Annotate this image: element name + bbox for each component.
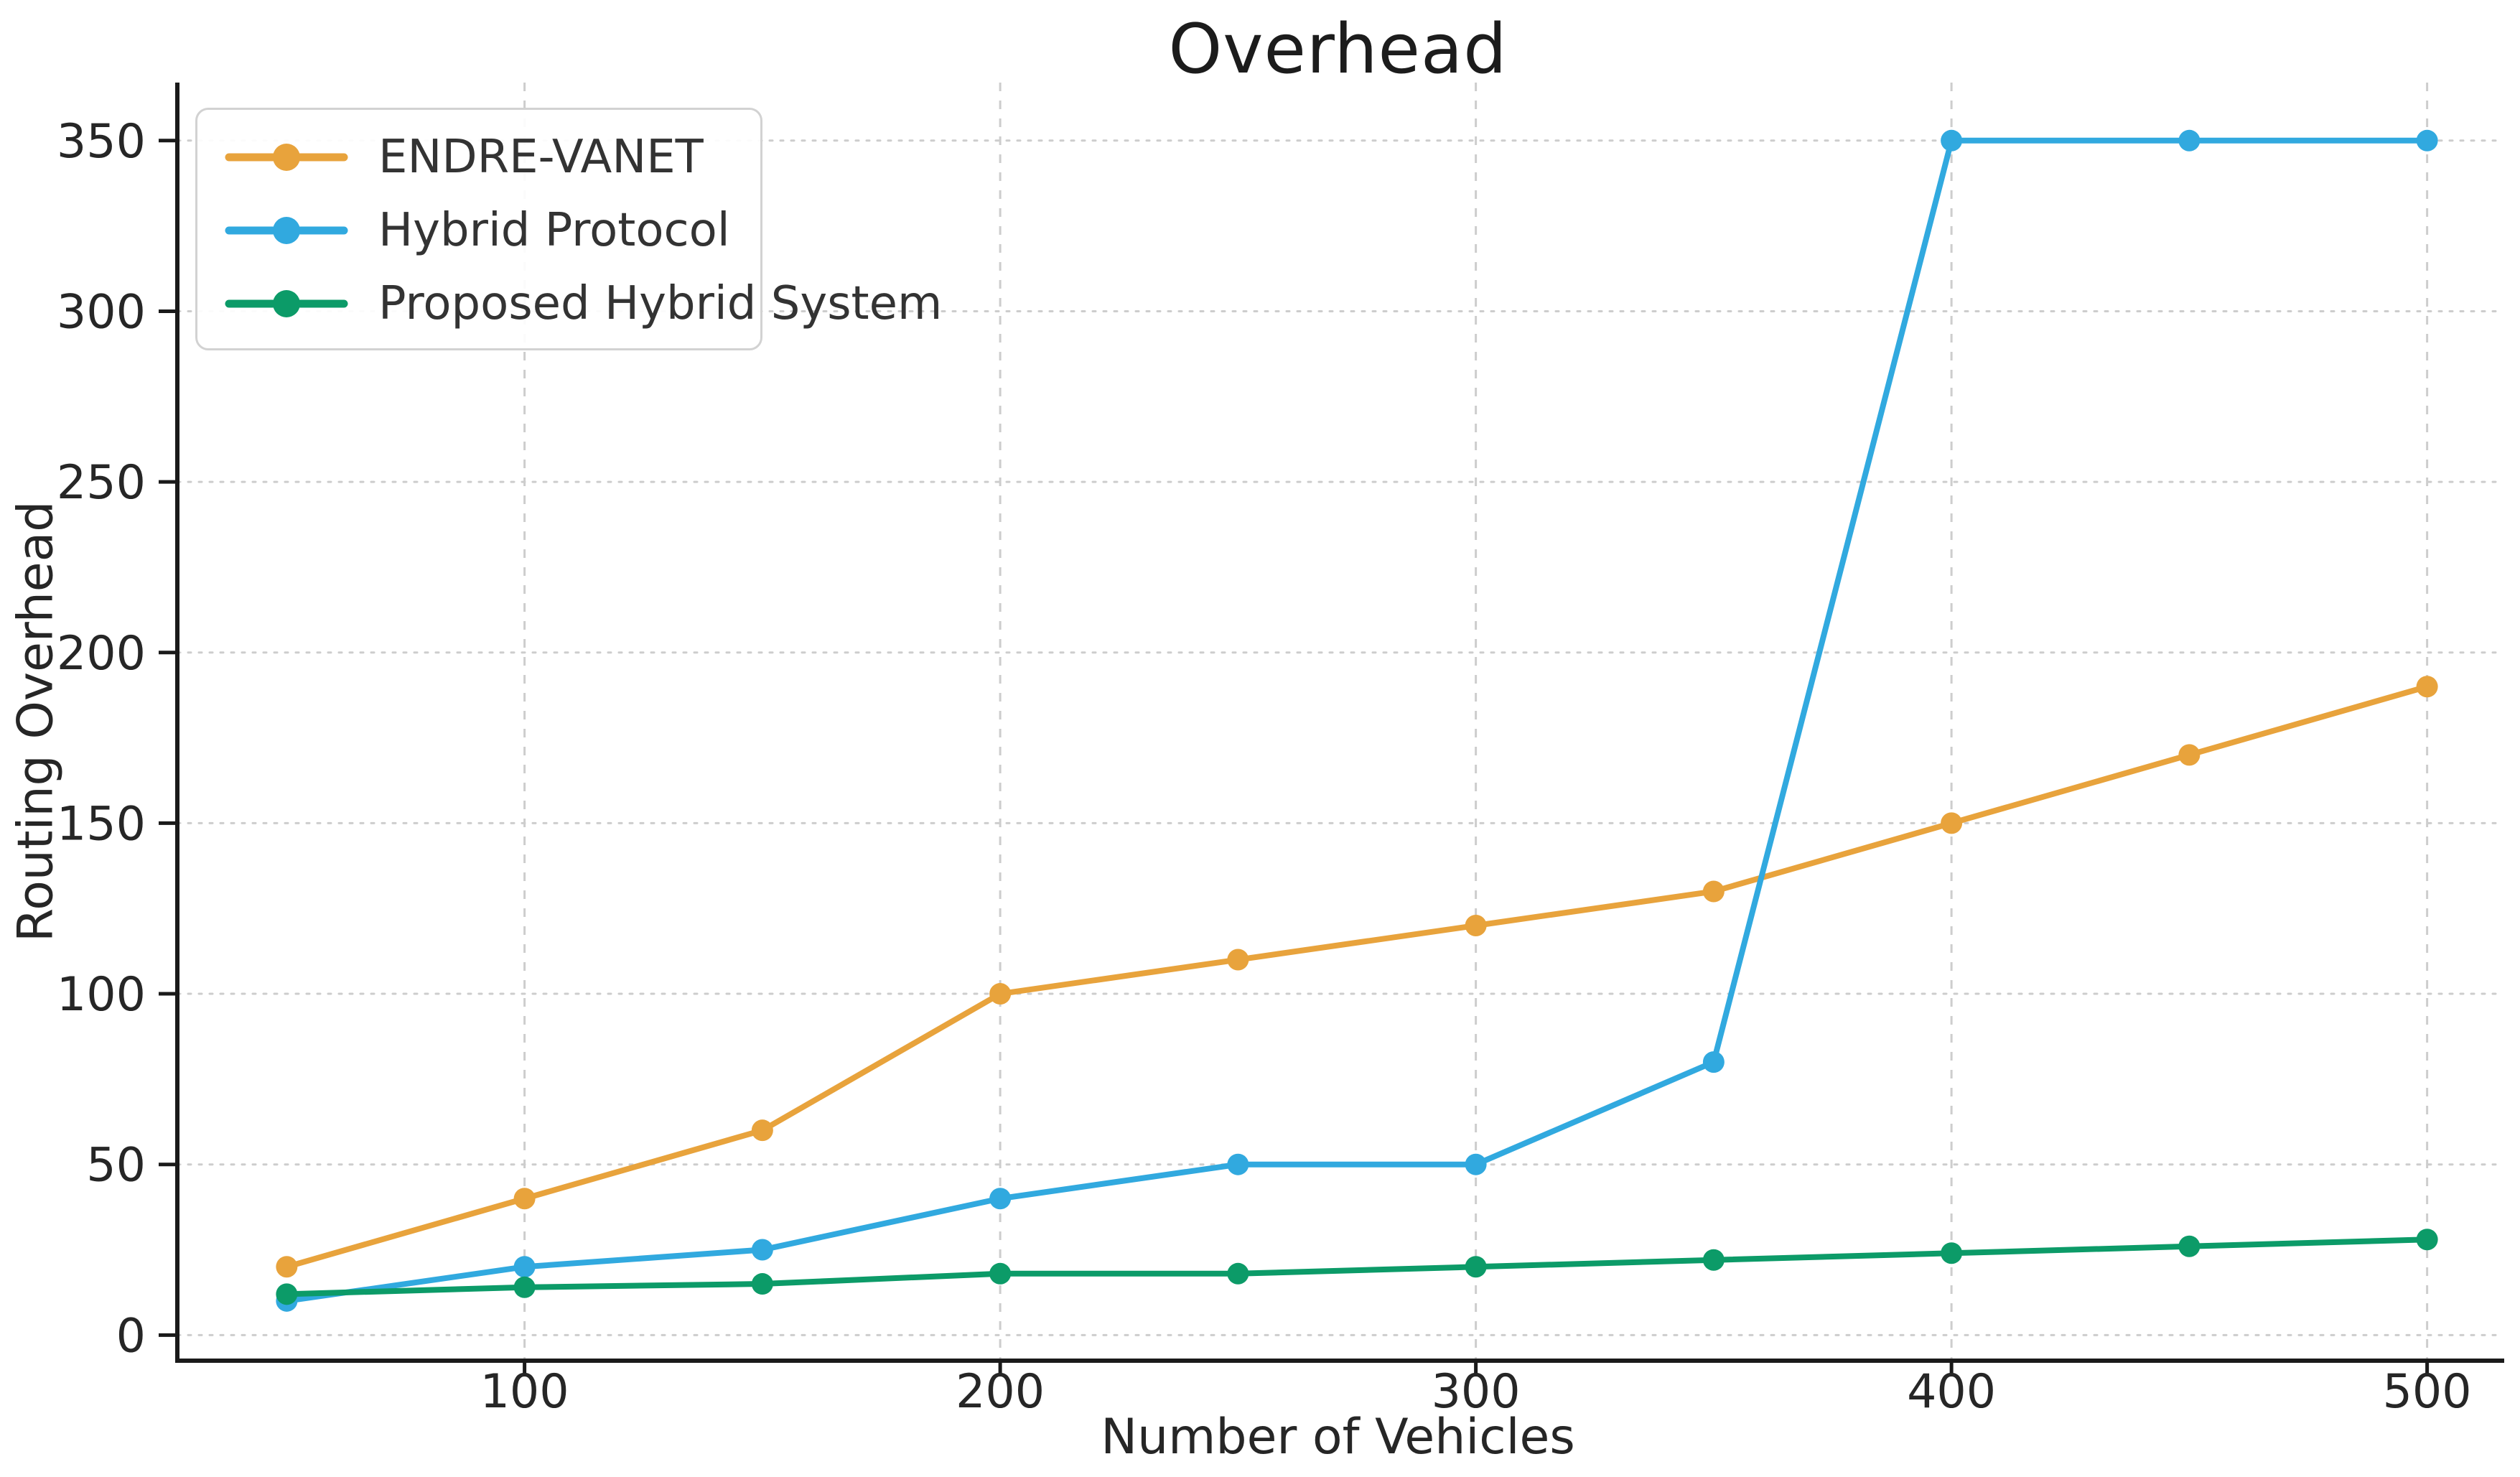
y-tick-label-300: 300 <box>57 285 146 339</box>
y-tick-label-200: 200 <box>57 627 146 681</box>
y-tick-label-250: 250 <box>57 456 146 510</box>
data-point <box>1465 914 1487 936</box>
data-point <box>751 1273 773 1295</box>
y-tick-label-150: 150 <box>57 797 146 851</box>
data-point <box>1702 1249 1725 1271</box>
data-point <box>1465 1153 1487 1175</box>
data-point <box>1941 129 1963 152</box>
legend-item-endre-vanet: ENDRE-VANET <box>225 134 739 180</box>
y-tick-label-350: 350 <box>57 115 146 169</box>
series-endre-vanet <box>276 676 2438 1278</box>
x-tick-label-200: 200 <box>956 1365 1045 1419</box>
series-hybrid-protocol <box>276 129 2438 1312</box>
data-point <box>751 1119 773 1142</box>
data-point <box>276 1283 298 1305</box>
data-point <box>1227 1153 1249 1175</box>
y-tick-label-50: 50 <box>86 1139 146 1193</box>
legend-line-marker-icon <box>225 290 348 317</box>
data-point <box>2178 744 2201 766</box>
x-tick-label-400: 400 <box>1907 1365 1996 1419</box>
y-axis-label: Routing Overhead <box>7 500 65 943</box>
series-line <box>284 684 2430 1270</box>
x-axis-label: Number of Vehicles <box>1101 1409 1575 1466</box>
data-point <box>513 1188 536 1210</box>
data-point <box>989 1188 1012 1210</box>
data-point <box>2178 129 2201 152</box>
data-point <box>2416 1229 2438 1251</box>
data-point <box>1227 1262 1249 1285</box>
data-point <box>1227 949 1249 971</box>
data-point <box>2416 676 2438 698</box>
series-line <box>284 1236 2430 1297</box>
vertical-gridlines <box>523 83 2429 1361</box>
data-point <box>2416 129 2438 152</box>
data-point <box>1941 812 1963 834</box>
data-point <box>989 983 1012 1005</box>
x-tick-label-300: 300 <box>1432 1365 1521 1419</box>
legend-item-proposed-hybrid-system: Proposed Hybrid System <box>225 281 942 327</box>
legend-label: Hybrid Protocol <box>378 204 730 257</box>
legend: ENDRE-VANET Hybrid Protocol Proposed Hyb… <box>195 108 942 350</box>
x-tick-label-100: 100 <box>480 1365 569 1419</box>
series-proposed-hybrid-system <box>276 1229 2438 1305</box>
data-point <box>1465 1256 1487 1278</box>
data-point <box>989 1262 1012 1285</box>
data-point <box>751 1239 773 1261</box>
data-point <box>2178 1235 2201 1257</box>
y-tick-label-0: 0 <box>116 1309 146 1363</box>
legend-label: Proposed Hybrid System <box>378 277 943 330</box>
legend-line-marker-icon <box>225 217 348 244</box>
data-point <box>276 1256 298 1278</box>
x-tick-label-500: 500 <box>2383 1365 2472 1419</box>
legend-label: ENDRE-VANET <box>378 131 704 184</box>
axis-ticks: 0 50 100 150 200 250 300 350 100 200 300 400 500 <box>57 115 2472 1419</box>
data-point <box>513 1276 536 1298</box>
data-point <box>1941 1242 1963 1264</box>
axes-spines <box>175 83 2504 1363</box>
chart-title: Overhead <box>1168 10 1508 89</box>
legend-line-marker-icon <box>225 144 348 171</box>
y-tick-label-100: 100 <box>57 968 146 1022</box>
series-line <box>284 137 2430 1304</box>
data-point <box>513 1256 536 1278</box>
data-point <box>1702 1051 1725 1073</box>
legend-item-hybrid-protocol: Hybrid Protocol <box>225 208 739 253</box>
data-point <box>1702 880 1725 903</box>
